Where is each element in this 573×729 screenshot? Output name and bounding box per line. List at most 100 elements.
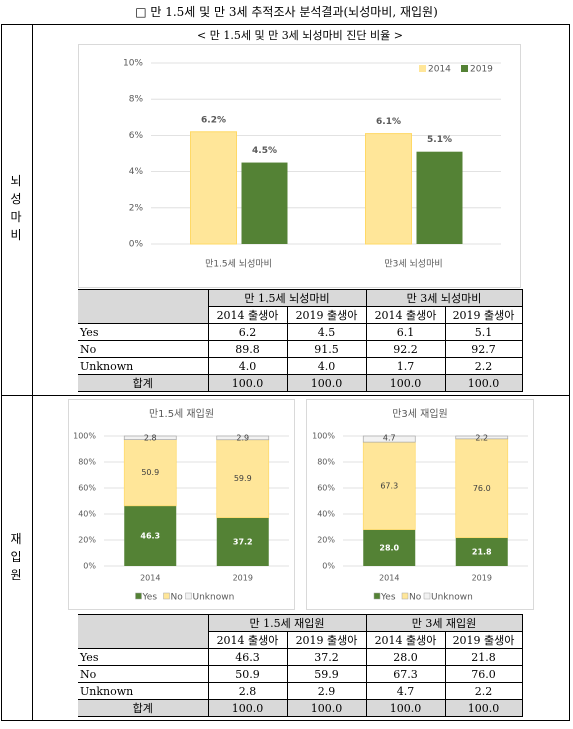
legend-label: Unknown bbox=[431, 593, 473, 603]
table-cell: 2.2 bbox=[444, 682, 523, 700]
bar-segment bbox=[362, 435, 416, 443]
value-label: 76.0 bbox=[473, 484, 491, 493]
table-cell: 2019 출생아 bbox=[444, 306, 523, 324]
y-tick-label: 100% bbox=[73, 432, 96, 441]
y-tick-label: 4% bbox=[129, 167, 144, 177]
y-tick-label: 80% bbox=[317, 458, 335, 467]
bar bbox=[241, 162, 288, 244]
table-cell: 100.0 bbox=[286, 699, 367, 717]
bar-segment bbox=[362, 441, 416, 530]
data-table: 만 1.5세 뇌성마비 만 3세 뇌성마비 2014 출생아 2019 출생아 2014… bbox=[78, 289, 523, 392]
table-cell: 만 3세 뇌성마비 bbox=[365, 289, 523, 307]
value-label: 67.3 bbox=[380, 481, 398, 490]
x-tick-label: 2019 bbox=[472, 574, 492, 583]
legend-label: No bbox=[409, 593, 422, 603]
table-cell: 2019 출생아 bbox=[286, 306, 367, 324]
table-cell: 28.0 bbox=[365, 648, 446, 666]
chart: 0% 2% 4% 6% 8% 10% 만1.5세 뇌성마비 6.2% 4.5% 만3세 뇌성마비 6… bbox=[78, 44, 521, 288]
table-cell: 4.0 bbox=[207, 357, 288, 375]
table-cell: 50.9 bbox=[207, 665, 288, 683]
table-cell: 100.0 bbox=[365, 699, 446, 717]
table-cell: 만 1.5세 재입원 bbox=[207, 614, 367, 632]
table-cell bbox=[78, 614, 209, 649]
table-cell: 5.1 bbox=[444, 323, 523, 341]
table-cell: 92.7 bbox=[444, 340, 523, 358]
table-cell: 4.7 bbox=[365, 682, 446, 700]
table-cell: 59.9 bbox=[286, 665, 367, 683]
data-table: 만 1.5세 재입원 만 3세 재입원 2014 출생아 2019 출생아 2014 출… bbox=[78, 614, 523, 717]
table-cell: 2014 출생아 bbox=[365, 306, 446, 324]
y-tick-label: 6% bbox=[129, 131, 144, 141]
chart: 0% 20% 40% 60% 80% 100% 만3세 재입원 2014 28.0 67.3 4.7… bbox=[306, 399, 534, 610]
table-cell: 만 3세 재입원 bbox=[365, 614, 523, 632]
value-label: 37.2 bbox=[233, 537, 253, 546]
y-tick-label: 60% bbox=[78, 484, 96, 493]
table-cell: 67.3 bbox=[365, 665, 446, 683]
y-tick-label: 40% bbox=[317, 510, 335, 519]
outer-frame bbox=[1, 24, 570, 721]
value-label: 6.1% bbox=[376, 117, 401, 127]
table-cell: 2019 출생아 bbox=[444, 631, 523, 649]
value-label: 2.2 bbox=[475, 434, 488, 443]
legend-label: Yes bbox=[142, 593, 158, 603]
y-tick-label: 60% bbox=[317, 484, 335, 493]
table-cell: 2.9 bbox=[286, 682, 367, 700]
table-cell: 2014 출생아 bbox=[207, 631, 288, 649]
table-cell: 합계 bbox=[78, 699, 209, 717]
table-cell: 만 1.5세 뇌성마비 bbox=[207, 289, 367, 307]
x-tick-label: 2019 bbox=[233, 574, 253, 583]
value-label: 5.1% bbox=[427, 135, 452, 145]
table-cell: Unknown bbox=[78, 682, 209, 700]
chart-title: 만3세 재입원 bbox=[392, 407, 448, 420]
value-label: 6.2% bbox=[201, 115, 226, 125]
chart-caption: < 만 1.5세 및 만 3세 뇌성마비 진단 비율 > bbox=[197, 29, 403, 42]
value-label: 4.7 bbox=[383, 434, 396, 443]
legend-label: 2019 bbox=[470, 65, 493, 75]
value-label: 46.3 bbox=[140, 531, 160, 540]
bar-segment bbox=[216, 439, 270, 518]
legend-swatch bbox=[423, 592, 431, 600]
legend-swatch bbox=[419, 65, 426, 72]
bar-segment bbox=[455, 537, 508, 566]
y-tick-label: 100% bbox=[312, 432, 335, 441]
table-cell: 1.7 bbox=[365, 357, 446, 375]
table-cell: No bbox=[78, 665, 209, 683]
table-cell: Yes bbox=[78, 323, 209, 341]
legend-swatch bbox=[461, 65, 468, 72]
value-label: 2.9 bbox=[236, 434, 249, 443]
y-tick-label: 80% bbox=[78, 458, 96, 467]
table-cell: 21.8 bbox=[444, 648, 523, 666]
legend-label: 2014 bbox=[428, 65, 451, 75]
y-tick-label: 10% bbox=[123, 59, 143, 69]
table-cell: 6.2 bbox=[207, 323, 288, 341]
x-tick-label: 2014 bbox=[379, 574, 399, 583]
table-cell: 100.0 bbox=[365, 374, 446, 392]
value-label: 28.0 bbox=[379, 543, 399, 552]
bar-segment bbox=[216, 435, 270, 441]
table-cell: No bbox=[78, 340, 209, 358]
bar-segment bbox=[216, 517, 269, 566]
table-cell: 2014 출생아 bbox=[207, 306, 288, 324]
legend-swatch bbox=[401, 592, 409, 600]
value-label: 2.8 bbox=[144, 434, 157, 443]
table-cell: 100.0 bbox=[207, 374, 288, 392]
x-tick-label: 만1.5세 뇌성마비 bbox=[205, 259, 272, 270]
table-cell: 2019 출생아 bbox=[286, 631, 367, 649]
table-cell: 4.5 bbox=[286, 323, 367, 341]
table-cell: 37.2 bbox=[286, 648, 367, 666]
chart-title: 만1.5세 재입원 bbox=[149, 407, 214, 420]
value-label: 4.5% bbox=[252, 146, 277, 156]
table-cell: 100.0 bbox=[444, 699, 523, 717]
legend-swatch bbox=[185, 592, 192, 600]
bar-segment bbox=[363, 529, 416, 566]
table-cell: 89.8 bbox=[207, 340, 288, 358]
x-tick-label: 2014 bbox=[140, 574, 160, 583]
bar-segment bbox=[455, 438, 509, 539]
bar-segment bbox=[455, 435, 509, 440]
legend-swatch bbox=[373, 592, 381, 600]
table-cell: Yes bbox=[78, 648, 209, 666]
column-divider bbox=[32, 24, 33, 721]
legend-label: No bbox=[171, 593, 184, 603]
table-cell: 91.5 bbox=[286, 340, 367, 358]
table-cell: 2.2 bbox=[444, 357, 523, 375]
